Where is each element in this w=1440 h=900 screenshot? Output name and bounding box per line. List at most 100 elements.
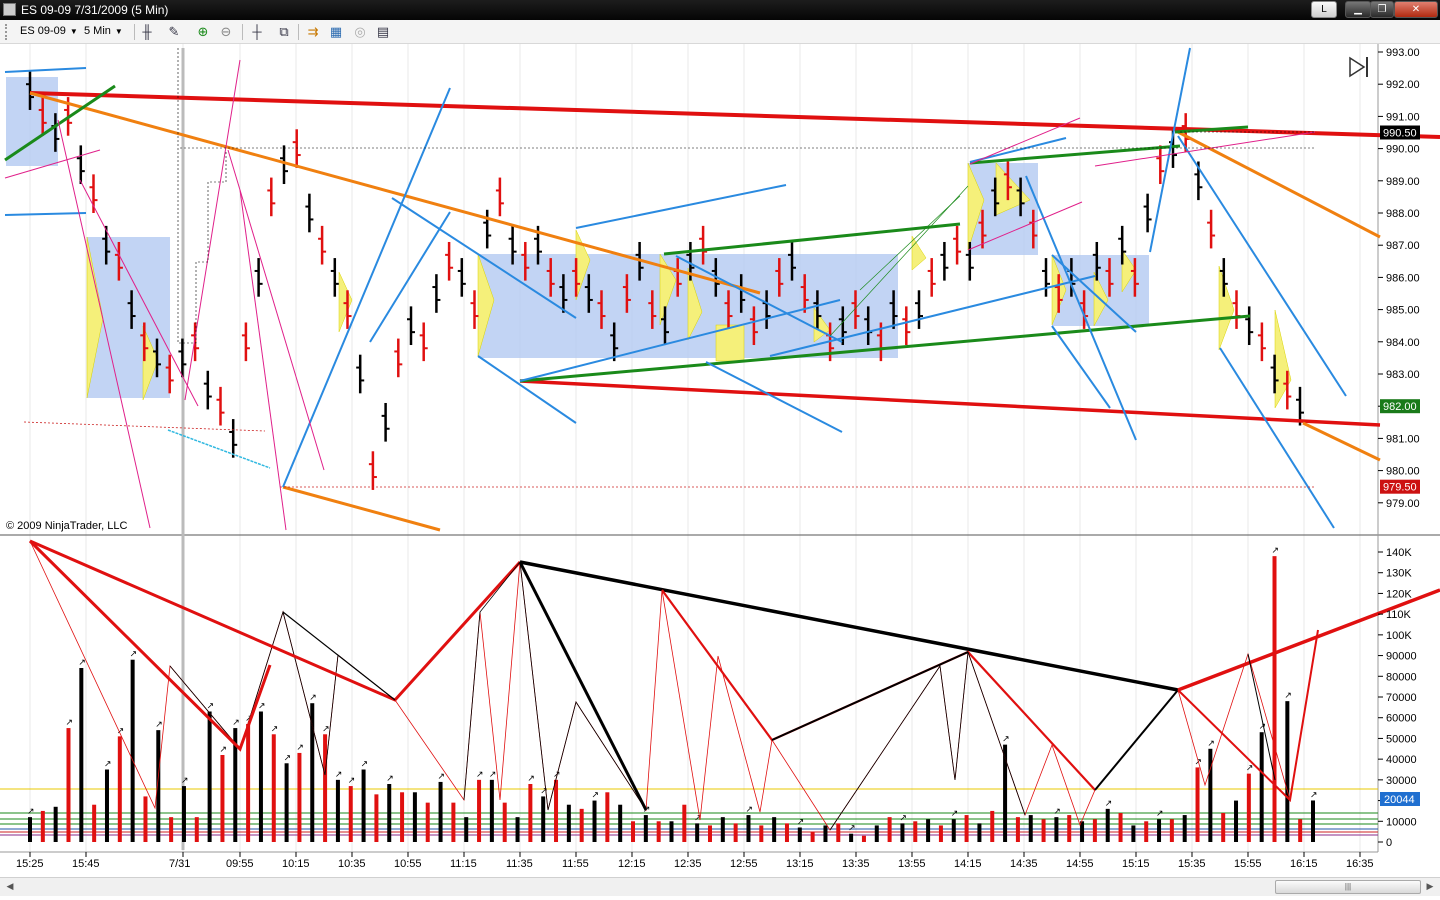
- toolbar-grip[interactable]: [5, 24, 8, 40]
- volume-arrow-icon: ↗: [1053, 806, 1061, 816]
- volume-bar: [810, 831, 815, 842]
- volume-bar: [772, 817, 777, 842]
- trendline-orange: [1302, 421, 1381, 462]
- volume-bar: [759, 825, 764, 842]
- trendline-magenta: [184, 59, 241, 401]
- trendline-thin-green: [829, 185, 969, 337]
- scroll-right-arrow-icon[interactable]: ▶: [1426, 881, 1434, 891]
- volume-arrow-icon: ↗: [271, 723, 279, 733]
- scrollbar-thumb[interactable]: |||: [1275, 880, 1421, 894]
- zoom-out-icon[interactable]: ⊖: [220, 24, 232, 39]
- trendline-magenta: [1094, 131, 1316, 167]
- volume-bar: [1118, 813, 1123, 842]
- scroll-left-arrow-icon[interactable]: ◀: [6, 881, 14, 891]
- volume-arrow-icon: ↗: [207, 701, 215, 711]
- trendline-red: [29, 91, 1440, 139]
- crosshair-icon[interactable]: ┼: [252, 24, 262, 39]
- trendline-magenta: [967, 201, 1083, 251]
- volume-arrow-icon: ↗: [1207, 738, 1215, 748]
- trendline-blue: [369, 211, 451, 343]
- volume-bar: [938, 825, 943, 842]
- volume-tick-label: 110K: [1386, 609, 1412, 621]
- volume-bar: [489, 779, 494, 842]
- volume-zigzag: [28, 539, 1440, 831]
- volume-arrow-icon: ↗: [1284, 690, 1292, 700]
- volume-bar: [1234, 800, 1239, 842]
- horizontal-scrollbar[interactable]: ◀ ||| ▶: [0, 877, 1440, 896]
- volume-bar: [836, 823, 841, 842]
- volume-bar: [104, 769, 109, 842]
- volume-profiles: [86, 162, 1292, 409]
- window-titlebar: ES 09-09 7/31/2009 (5 Min) L ▁ ❐ ✕: [0, 0, 1440, 20]
- volume-arrow-icon: ↗: [1002, 734, 1010, 744]
- indicators-icon[interactable]: ⇉: [307, 24, 319, 39]
- volume-arrow-icon: ↗: [130, 649, 138, 659]
- zoom-in-icon[interactable]: ⊕: [197, 24, 209, 39]
- volume-bar: [92, 804, 97, 842]
- dashed-level-line: [23, 421, 266, 432]
- trendline-green: [1174, 125, 1249, 134]
- trendline-magenta: [4, 149, 101, 179]
- chart-panel[interactable]: 993.00 992.00 991.00 990.00 989.00 988.00 987.…: [0, 44, 1440, 876]
- volume-bar: [207, 711, 212, 842]
- chart-canvas[interactable]: 993.00 992.00 991.00 990.00 989.00 988.00 987.…: [0, 44, 1440, 876]
- volume-bar: [220, 755, 225, 842]
- volume-arrow-icon: ↗: [117, 725, 125, 735]
- volume-tick-label: 30000: [1386, 775, 1417, 787]
- data-box-icon[interactable]: ◎: [354, 24, 366, 39]
- properties-icon[interactable]: ⧉: [279, 24, 289, 39]
- trendline-blue: [969, 137, 1067, 163]
- link-button[interactable]: L: [1311, 1, 1337, 18]
- chart-trader-icon[interactable]: ▤: [376, 24, 390, 39]
- interval-selector[interactable]: 5 Min ▼: [84, 25, 123, 37]
- interval-label: 5 Min: [84, 25, 111, 37]
- trendlines: [4, 47, 1440, 532]
- close-button[interactable]: ✕: [1394, 1, 1438, 18]
- time-tick-label: 09:55: [226, 858, 254, 870]
- bar-style-icon[interactable]: ╫: [142, 24, 152, 39]
- maximize-button[interactable]: ❐: [1370, 1, 1394, 18]
- volume-tick-label: 40000: [1386, 754, 1417, 766]
- volume-bar: [169, 817, 174, 842]
- price-tick-label: 991.00: [1386, 111, 1420, 123]
- volume-bar: [412, 792, 417, 842]
- volume-profile: [477, 253, 495, 357]
- volume-bar: [990, 810, 995, 842]
- instrument-selector[interactable]: ES 09-09 ▼: [20, 25, 78, 37]
- volume-arrow-icon: ↗: [232, 717, 240, 727]
- volume-bar: [913, 821, 918, 842]
- volume-bar: [861, 835, 866, 842]
- value-area-boxes: [6, 77, 1149, 398]
- volume-profile: [338, 271, 353, 333]
- time-tick-label: 15:55: [1234, 858, 1262, 870]
- trendline-blue: [575, 184, 787, 229]
- chart-play-icon[interactable]: [1349, 56, 1368, 78]
- volume-tick-label: 50000: [1386, 733, 1417, 745]
- drawing-tool-icon[interactable]: ✎: [168, 24, 180, 39]
- volume-arrow-icon: ↗: [155, 719, 163, 729]
- copyright-text: © 2009 NinjaTrader, LLC: [6, 520, 127, 532]
- trendline-blue: [282, 87, 451, 488]
- volume-bar: [964, 815, 969, 842]
- trendline-magenta: [969, 117, 1081, 165]
- time-tick-label: 15:35: [1178, 858, 1206, 870]
- volume-bar: [720, 817, 725, 842]
- volume-bar: [374, 794, 379, 842]
- volume-profile: [1218, 265, 1235, 351]
- volume-bar: [246, 723, 251, 842]
- price-marker-label: 982.00: [1383, 401, 1417, 413]
- volume-bar: [1259, 732, 1264, 842]
- volume-bar: [1272, 556, 1277, 842]
- toolbar-divider: [242, 24, 243, 40]
- volume-reference-lines: [0, 788, 1378, 836]
- strategies-icon[interactable]: ▦: [329, 24, 343, 39]
- minimize-button[interactable]: ▁: [1345, 1, 1371, 18]
- volume-tick-label: 80000: [1386, 671, 1417, 683]
- volume-arrow-icon: ↗: [65, 717, 73, 727]
- volume-bar: [1311, 800, 1315, 842]
- volume-bar: [464, 817, 469, 842]
- volume-bar: [1285, 701, 1290, 842]
- time-tick-label: 13:55: [898, 858, 926, 870]
- time-tick-label: 13:35: [842, 858, 870, 870]
- chevron-down-icon: ▼: [69, 27, 78, 36]
